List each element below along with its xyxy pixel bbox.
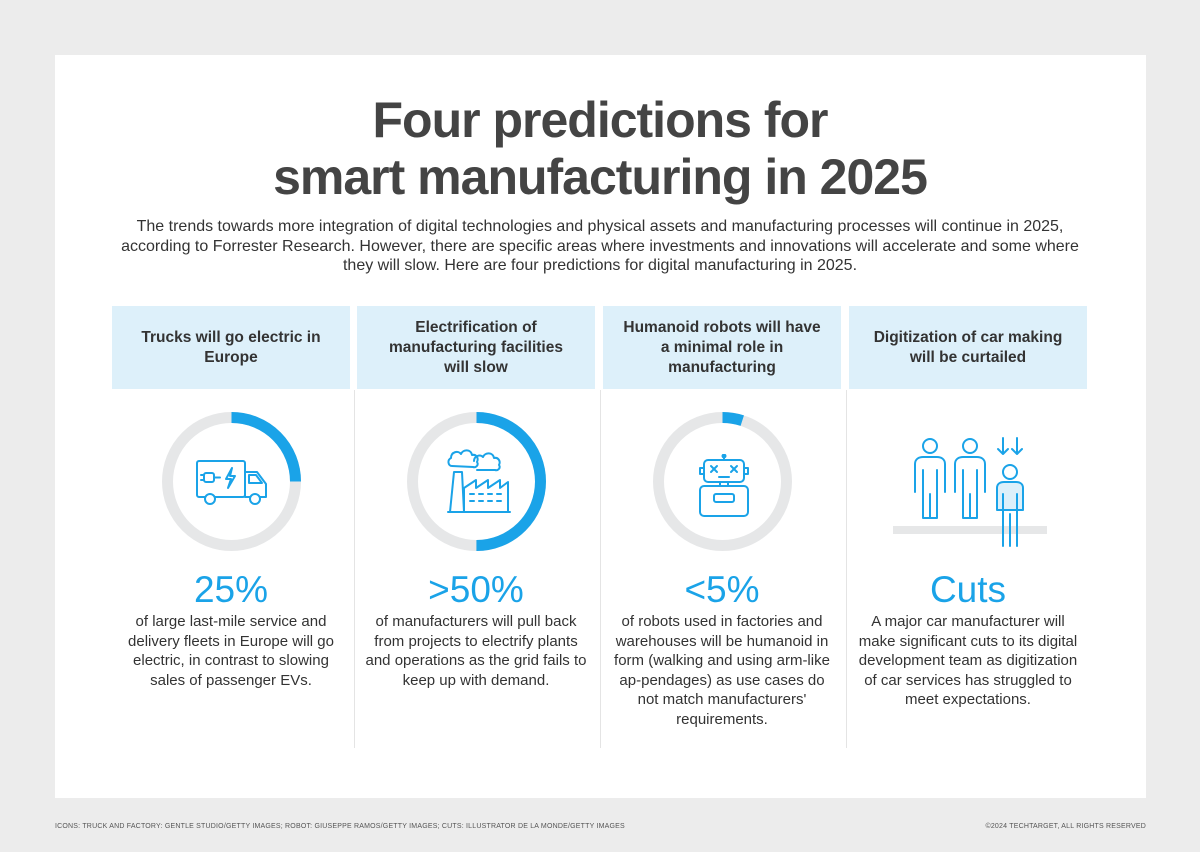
ring-fill xyxy=(162,412,301,551)
column-divider xyxy=(846,390,847,748)
workforce-cuts-icon xyxy=(893,437,1047,547)
stat-description-4: A major car manufacturer will make signi… xyxy=(858,613,1078,709)
title-line-2: smart manufacturing in 2025 xyxy=(273,149,928,205)
page-title: Four predictions for smart manufacturing… xyxy=(0,92,1200,206)
stat-ring-2 xyxy=(407,412,546,551)
stat-ring-1 xyxy=(162,412,301,551)
prediction-header-3: Humanoid robots will have a minimal role… xyxy=(603,306,841,389)
column-divider xyxy=(354,390,355,748)
prediction-column-1: Trucks will go electric in Europe 25% of… xyxy=(112,306,350,689)
stat-value-1: 25% xyxy=(193,569,269,610)
title-line-1: Four predictions for xyxy=(372,92,829,148)
highlighted-worker xyxy=(996,481,1024,511)
stat-description-2: of manufacturers will pull back from pro… xyxy=(365,613,587,689)
prediction-column-2: Electrification of manufacturing facilit… xyxy=(357,306,595,689)
stat-description-1: of large last-mile service and delivery … xyxy=(128,613,334,689)
stat-value-4: Cuts xyxy=(929,569,1007,610)
copyright-notice: ©2024 TECHTARGET, ALL RIGHTS RESERVED xyxy=(985,823,1146,830)
electric-truck-icon xyxy=(196,460,267,505)
stat-ring-3 xyxy=(653,412,792,551)
factory-icon xyxy=(447,449,511,513)
prediction-column-4: Digitization of car making will be curta… xyxy=(849,306,1087,708)
image-credits: ICONS: TRUCK AND FACTORY: GENTLE STUDIO/… xyxy=(55,823,625,830)
stat-description-3: of robots used in factories and warehous… xyxy=(614,613,830,728)
prediction-header-1: Trucks will go electric in Europe xyxy=(112,306,350,389)
prediction-header-2: Electrification of manufacturing facilit… xyxy=(357,306,595,389)
stat-value-3: <5% xyxy=(684,569,760,610)
prediction-column-3: Humanoid robots will have a minimal role… xyxy=(603,306,841,728)
robot-icon xyxy=(699,454,749,517)
prediction-header-4: Digitization of car making will be curta… xyxy=(849,306,1087,389)
stat-value-2: >50% xyxy=(428,569,524,610)
ring-fill xyxy=(653,412,792,551)
column-divider xyxy=(600,390,601,748)
ring-fill xyxy=(407,412,546,551)
intro-paragraph: The trends towards more integration of d… xyxy=(121,218,1079,274)
